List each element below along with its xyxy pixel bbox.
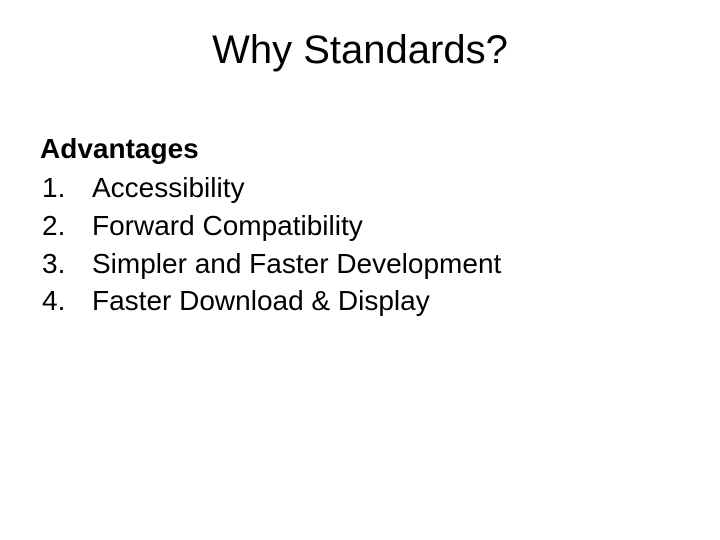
list-item: 4. Faster Download & Display <box>40 282 680 320</box>
list-number: 2. <box>40 207 92 245</box>
list-text: Forward Compatibility <box>92 207 680 245</box>
list-text: Accessibility <box>92 169 680 207</box>
list-number: 4. <box>40 282 92 320</box>
slide-container: Why Standards? Advantages 1. Accessibili… <box>0 0 720 540</box>
list-item: 2. Forward Compatibility <box>40 207 680 245</box>
list-item: 3. Simpler and Faster Development <box>40 245 680 283</box>
slide-content: Advantages 1. Accessibility 2. Forward C… <box>40 133 680 320</box>
list-text: Simpler and Faster Development <box>92 245 680 283</box>
list-number: 1. <box>40 169 92 207</box>
list-item: 1. Accessibility <box>40 169 680 207</box>
subheading: Advantages <box>40 133 680 165</box>
list-number: 3. <box>40 245 92 283</box>
slide-title: Why Standards? <box>40 28 680 73</box>
advantages-list: 1. Accessibility 2. Forward Compatibilit… <box>40 169 680 320</box>
list-text: Faster Download & Display <box>92 282 680 320</box>
